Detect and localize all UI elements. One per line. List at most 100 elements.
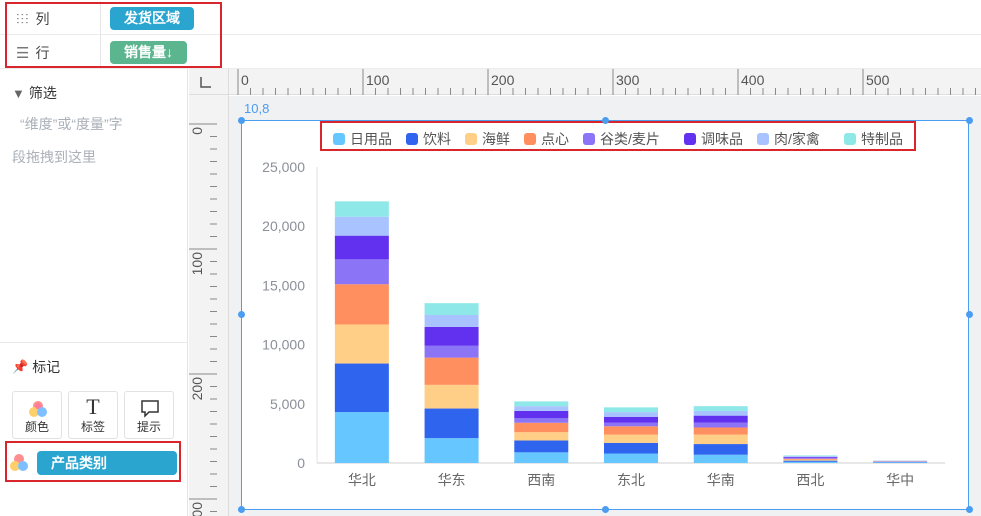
bar-segment: [604, 442, 658, 454]
highlight-box-color-field: [5, 441, 181, 482]
bar-segment: [424, 384, 479, 409]
bar-segment: [693, 427, 748, 435]
filter-hint-line2: 段拖拽到这里: [12, 149, 96, 165]
divider: [0, 342, 188, 343]
ruler-label: 200: [189, 377, 205, 401]
x-tick-label: 西南: [527, 472, 555, 488]
text-icon: T: [86, 394, 100, 419]
bar-segment: [783, 457, 838, 459]
ruler-label: 100: [366, 72, 390, 88]
y-tick-label: 5,000: [270, 396, 305, 412]
legend-label: 日用品: [350, 131, 392, 147]
bar-segment: [604, 453, 658, 463]
resize-handle[interactable]: [238, 311, 245, 318]
bar-segment: [514, 452, 569, 463]
highlight-box-legend: [320, 121, 916, 151]
legend-label: 点心: [541, 131, 569, 147]
y-tick-label: 0: [297, 455, 305, 471]
color-field-pill[interactable]: 产品类别: [37, 451, 177, 475]
left-panel: ▼ 筛选 “维度”或“度量”字 段拖拽到这里 📌 标记 颜色 T 标签 提示: [0, 69, 188, 516]
ruler-label: 100: [189, 252, 205, 276]
bar-segment: [693, 454, 748, 463]
ruler-label: 0: [189, 127, 205, 135]
bar-segment: [424, 357, 479, 385]
legend-swatch: [844, 133, 856, 145]
bar-segment: [514, 406, 569, 411]
ruler-label: 500: [866, 72, 890, 88]
ruler-vertical: 0 100 200 300: [189, 95, 229, 516]
bar-segment: [424, 326, 479, 346]
bar-segment: [424, 303, 479, 315]
bar-segment: [783, 458, 838, 460]
resize-handle[interactable]: [602, 117, 609, 124]
resize-handle[interactable]: [602, 506, 609, 513]
shelf-divider: [100, 35, 101, 69]
bar-segment: [334, 216, 389, 236]
ruler-label: 0: [241, 72, 249, 88]
bar-segment: [334, 412, 389, 463]
resize-handle[interactable]: [966, 506, 973, 513]
bar-segment: [604, 416, 658, 423]
label-button[interactable]: T 标签: [68, 391, 118, 439]
shelf-divider: [100, 1, 101, 35]
resize-handle[interactable]: [966, 117, 973, 124]
legend-swatch: [465, 133, 477, 145]
y-tick-label: 20,000: [262, 218, 305, 234]
bar-segment: [783, 460, 838, 462]
filter-hint-line1: “维度”或“度量”字: [20, 116, 123, 132]
bar-segment: [693, 434, 748, 445]
color-legend-icon: [10, 454, 28, 471]
bar-segment: [604, 412, 658, 417]
color-icon: [29, 401, 47, 417]
bar-segment: [514, 418, 569, 423]
columns-shelf-label: ⫶⫶⫶ 列: [16, 10, 50, 28]
bar-segment: [783, 461, 838, 463]
resize-handle[interactable]: [238, 117, 245, 124]
resize-handle[interactable]: [238, 506, 245, 513]
ruler-horizontal: 0 100 200 300 400 500: [229, 69, 981, 95]
x-tick-label: 华中: [886, 472, 914, 488]
legend-label: 谷类/麦片: [600, 131, 660, 147]
y-tick-label: 10,000: [262, 337, 305, 353]
bar-segment: [514, 422, 569, 433]
bar-segment: [783, 456, 838, 457]
legend-swatch: [406, 133, 418, 145]
bar-segment: [424, 315, 479, 327]
tooltip-button[interactable]: 提示: [124, 391, 174, 439]
stacked-bar-chart: 0 5,000 10,000 15,000 20,000 25,000 华北 华东 西南 东北 华南…: [262, 121, 945, 488]
bar-segment: [334, 284, 389, 325]
marks-title: 📌 标记: [12, 359, 61, 375]
rows-icon: ☰: [16, 45, 30, 62]
bar-segment: [693, 415, 748, 423]
columns-shelf: ⫶⫶⫶ 列 发货区域: [0, 1, 981, 35]
bar-segment: [514, 440, 569, 453]
columns-pill[interactable]: 发货区域: [110, 7, 194, 30]
color-button[interactable]: 颜色: [12, 391, 62, 439]
bar-segment: [693, 406, 748, 411]
x-tick-label: 华东: [438, 472, 466, 488]
legend-label: 肉/家禽: [774, 131, 820, 147]
bar-segment: [334, 363, 389, 413]
legend-swatch: [757, 133, 769, 145]
resize-handle[interactable]: [966, 311, 973, 318]
pin-icon: 📌: [12, 359, 29, 374]
bar-segment: [424, 438, 479, 463]
bar-segment: [424, 345, 479, 358]
rows-pill[interactable]: 销售量↓: [110, 41, 187, 64]
y-tick-label: 25,000: [262, 159, 305, 175]
bar-segment: [783, 459, 838, 461]
bar-segment: [514, 410, 569, 419]
ruler-label: 300: [616, 72, 640, 88]
bar-segment: [604, 407, 658, 413]
bar-segment: [693, 410, 748, 416]
ruler-label: 200: [491, 72, 515, 88]
x-tick-label: 华南: [707, 472, 735, 488]
filter-title: ▼ 筛选: [12, 85, 57, 101]
bar-segment: [334, 259, 389, 285]
x-tick-label: 华北: [348, 472, 376, 488]
legend-label: 饮料: [423, 131, 451, 147]
bar-segment: [873, 462, 928, 463]
bar-segment: [334, 201, 389, 217]
bar-segment: [604, 434, 658, 443]
highlight-box-shelves: [5, 2, 222, 68]
